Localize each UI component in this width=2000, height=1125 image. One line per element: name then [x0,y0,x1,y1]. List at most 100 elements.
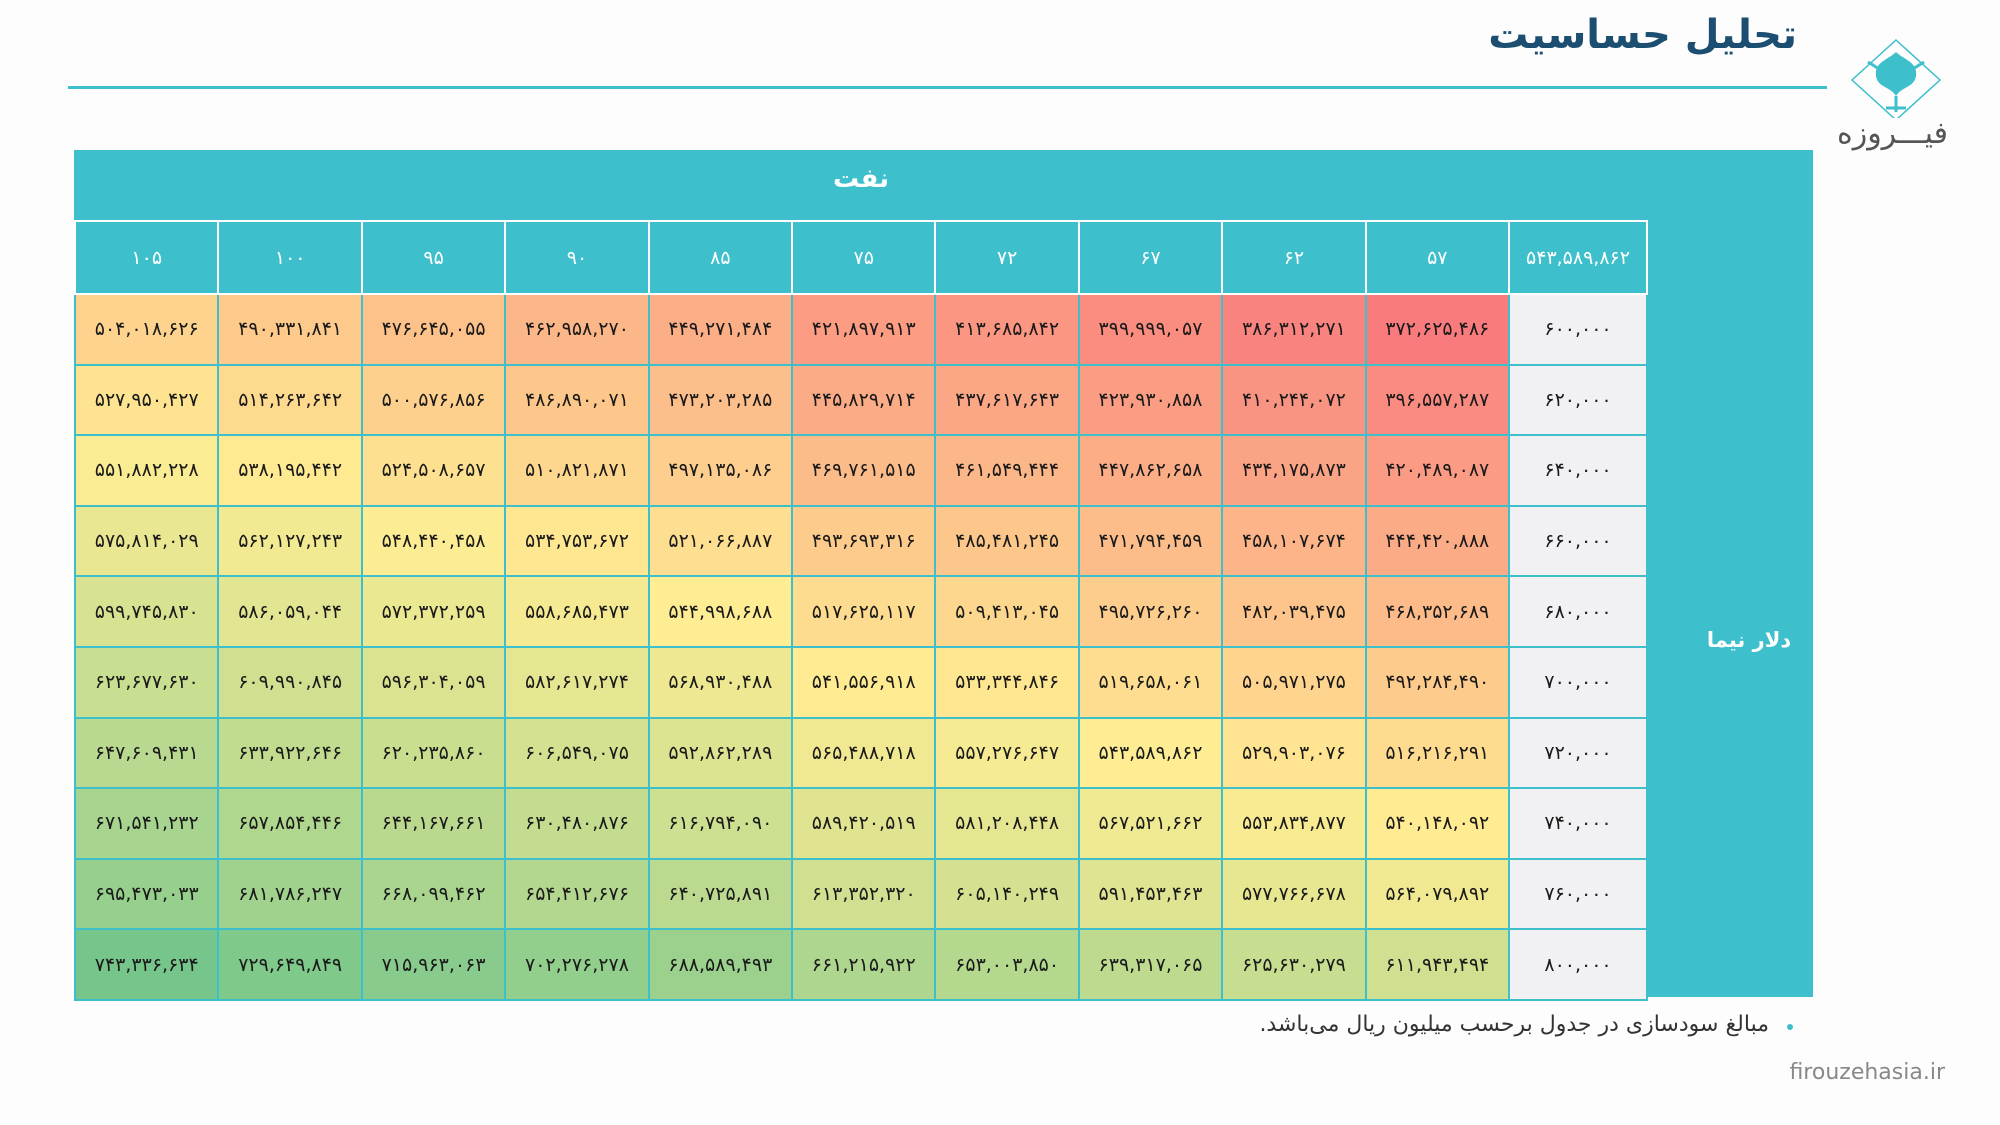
row-label: ۶۰۰,۰۰۰ [1508,293,1648,366]
table-cell: ۵۴۰,۱۴۸,۰۹۲ [1364,787,1511,860]
table-cell: ۶۴۴,۱۶۷,۶۶۱ [360,787,507,860]
column-header: ۷۵ [791,220,937,295]
row-label: ۷۲۰,۰۰۰ [1508,716,1648,790]
header-row: ۵۴۳,۵۸۹,۸۶۲ ۵۷ ۶۲ ۶۷ ۷۲ ۷۵ ۸۵ ۹۰ ۹۵ ۱۰۰ ۱۰۵ [73,220,1648,295]
logo-text: فیـــروزه [1836,116,1948,151]
table-cell: ۵۰۴,۰۱۸,۶۲۶ [73,293,220,366]
table-cell: ۵۴۳,۵۸۹,۸۶۲ [1077,716,1224,790]
table-cell: ۵۶۸,۹۳۰,۴۸۸ [647,645,794,719]
table-cell: ۶۴۰,۷۲۵,۸۹۱ [647,857,794,931]
table-cell: ۴۹۰,۳۳۱,۸۴۱ [217,293,363,366]
table-row: ۸۰۰,۰۰۰ ۶۱۱,۹۴۳,۴۹۴ ۶۲۵,۶۳۰,۲۷۹ ۶۳۹,۳۱۷,۰۶۵… [73,928,1648,1001]
table-cell: ۶۵۷,۸۵۴,۴۴۶ [217,787,363,860]
table-cell: ۶۲۳,۶۷۷,۶۳۰ [73,645,220,719]
table-cell: ۶۷۱,۵۴۱,۲۳۲ [73,787,220,860]
table-cell: ۴۴۵,۸۲۹,۷۱۴ [791,363,937,437]
column-group-label: نفت [833,164,889,194]
table-row: ۶۸۰,۰۰۰ ۴۶۸,۳۵۲,۶۸۹ ۴۸۲,۰۳۹,۴۷۵ ۴۹۵,۷۲۶,۲۶۰… [73,575,1648,648]
table-cell: ۶۱۶,۷۹۴,۰۹۰ [647,787,794,860]
table-cell: ۴۳۴,۱۷۵,۸۷۳ [1221,434,1367,507]
table-cell: ۴۹۷,۱۳۵,۰۸۶ [647,434,794,507]
corner-value: ۵۴۳,۵۸۹,۸۶۲ [1508,220,1648,295]
table-cell: ۴۱۳,۶۸۵,۸۴۲ [934,293,1080,366]
table-cell: ۵۸۲,۶۱۷,۲۷۴ [504,645,650,719]
title-divider [68,86,1827,89]
column-header: ۷۲ [934,220,1080,295]
table-cell: ۴۴۹,۲۷۱,۴۸۴ [647,293,794,366]
table-cell: ۶۳۹,۳۱۷,۰۶۵ [1077,928,1224,1001]
table-cell: ۴۷۳,۲۰۳,۲۸۵ [647,363,794,437]
table-cell: ۶۲۵,۶۳۰,۲۷۹ [1221,928,1367,1001]
table-cell: ۵۶۷,۵۲۱,۶۶۲ [1077,787,1224,860]
logo-emblem-icon [1850,38,1942,122]
table-cell: ۷۰۲,۲۷۶,۲۷۸ [504,928,650,1001]
table-cell: ۴۳۷,۶۱۷,۶۴۳ [934,363,1080,437]
row-group-label: دلار نیما [1706,628,1792,652]
table-cell: ۵۲۴,۵۰۸,۶۵۷ [360,434,507,507]
table-cell: ۴۷۶,۶۴۵,۰۵۵ [360,293,507,366]
table-cell: ۶۲۰,۲۳۵,۸۶۰ [360,716,507,790]
table-cell: ۴۹۳,۶۹۳,۳۱۶ [791,504,937,578]
table-cell: ۵۱۹,۶۵۸,۰۶۱ [1077,645,1224,719]
table-cell: ۵۵۷,۲۷۶,۶۴۷ [934,716,1080,790]
table-cell: ۵۶۲,۱۲۷,۲۴۳ [217,504,363,578]
table-cell: ۴۹۵,۷۲۶,۲۶۰ [1077,575,1224,648]
table-cell: ۵۶۴,۰۷۹,۸۹۲ [1364,857,1511,931]
table-cell: ۶۰۶,۵۴۹,۰۷۵ [504,716,650,790]
table-cell: ۶۳۰,۴۸۰,۸۷۶ [504,787,650,860]
table-cell: ۴۸۶,۸۹۰,۰۷۱ [504,363,650,437]
column-header: ۹۰ [504,220,650,295]
table-cell: ۵۸۹,۴۲۰,۵۱۹ [791,787,937,860]
table-cell: ۵۳۸,۱۹۵,۴۴۲ [217,434,363,507]
table-cell: ۶۵۳,۰۰۳,۸۵۰ [934,928,1080,1001]
row-label: ۷۴۰,۰۰۰ [1508,787,1648,860]
table-cell: ۶۳۳,۹۲۲,۶۴۶ [217,716,363,790]
column-header: ۵۷ [1364,220,1511,295]
table-cell: ۵۲۹,۹۰۳,۰۷۶ [1221,716,1367,790]
column-header: ۹۵ [360,220,507,295]
table-cell: ۵۸۱,۲۰۸,۴۴۸ [934,787,1080,860]
table-cell: ۳۹۹,۹۹۹,۰۵۷ [1077,293,1224,366]
table-cell: ۵۹۶,۳۰۴,۰۵۹ [360,645,507,719]
table-cell: ۶۱۳,۳۵۲,۳۲۰ [791,857,937,931]
table-cell: ۴۹۲,۲۸۴,۴۹۰ [1364,645,1511,719]
row-label: ۶۶۰,۰۰۰ [1508,504,1648,578]
table-cell: ۵۶۵,۴۸۸,۷۱۸ [791,716,937,790]
column-header: ۶۷ [1077,220,1224,295]
table-row: ۶۲۰,۰۰۰ ۳۹۶,۵۵۷,۲۸۷ ۴۱۰,۲۴۴,۰۷۲ ۴۲۳,۹۳۰,۸۵۸… [73,363,1648,437]
table-cell: ۶۸۱,۷۸۶,۲۴۷ [217,857,363,931]
website-link[interactable]: firouzehasia.ir [1789,1060,1945,1085]
table-cell: ۳۷۲,۶۲۵,۴۸۶ [1364,293,1511,366]
table-cell: ۷۴۳,۳۳۶,۶۳۴ [73,928,220,1001]
table-cell: ۵۹۱,۴۵۳,۴۶۳ [1077,857,1224,931]
table-cell: ۶۶۸,۰۹۹,۴۶۲ [360,857,507,931]
table-cell: ۵۵۱,۸۸۲,۲۲۸ [73,434,220,507]
table-cell: ۵۸۶,۰۵۹,۰۴۴ [217,575,363,648]
table-cell: ۷۱۵,۹۶۳,۰۶۳ [360,928,507,1001]
table-cell: ۵۳۳,۳۴۴,۸۴۶ [934,645,1080,719]
column-header: ۱۰۵ [73,220,220,295]
table-cell: ۵۲۱,۰۶۶,۸۸۷ [647,504,794,578]
table-cell: ۵۰۹,۴۱۳,۰۴۵ [934,575,1080,648]
footnote: مبالغ سودسازی در جدول برحسب میلیون ریال … [1259,1012,1769,1037]
table-cell: ۳۸۶,۳۱۲,۲۷۱ [1221,293,1367,366]
row-label: ۸۰۰,۰۰۰ [1508,928,1648,1001]
table-cell: ۶۹۵,۴۷۳,۰۳۳ [73,857,220,931]
table-cell: ۴۲۱,۸۹۷,۹۱۳ [791,293,937,366]
table-row: ۶۴۰,۰۰۰ ۴۲۰,۴۸۹,۰۸۷ ۴۳۴,۱۷۵,۸۷۳ ۴۴۷,۸۶۲,۶۵۸… [73,434,1648,507]
table-cell: ۵۰۰,۵۷۶,۸۵۶ [360,363,507,437]
sensitivity-table: ۵۴۳,۵۸۹,۸۶۲ ۵۷ ۶۲ ۶۷ ۷۲ ۷۵ ۸۵ ۹۰ ۹۵ ۱۰۰ ۱۰۵ ۶۰۰,۰… [73,220,1648,1001]
row-label: ۷۶۰,۰۰۰ [1508,857,1648,931]
table-cell: ۴۶۱,۵۴۹,۴۴۴ [934,434,1080,507]
table-cell: ۴۶۸,۳۵۲,۶۸۹ [1364,575,1511,648]
row-label: ۶۲۰,۰۰۰ [1508,363,1648,437]
table-cell: ۵۱۶,۲۱۶,۲۹۱ [1364,716,1511,790]
table-cell: ۴۵۸,۱۰۷,۶۷۴ [1221,504,1367,578]
table-cell: ۶۰۹,۹۹۰,۸۴۵ [217,645,363,719]
table-row: ۷۲۰,۰۰۰ ۵۱۶,۲۱۶,۲۹۱ ۵۲۹,۹۰۳,۰۷۶ ۵۴۳,۵۸۹,۸۶۲… [73,716,1648,790]
column-header: ۱۰۰ [217,220,363,295]
bullet-icon [1787,1024,1793,1030]
table-cell: ۵۴۸,۴۴۰,۴۵۸ [360,504,507,578]
table-cell: ۵۰۵,۹۷۱,۲۷۵ [1221,645,1367,719]
table-cell: ۵۲۷,۹۵۰,۴۲۷ [73,363,220,437]
